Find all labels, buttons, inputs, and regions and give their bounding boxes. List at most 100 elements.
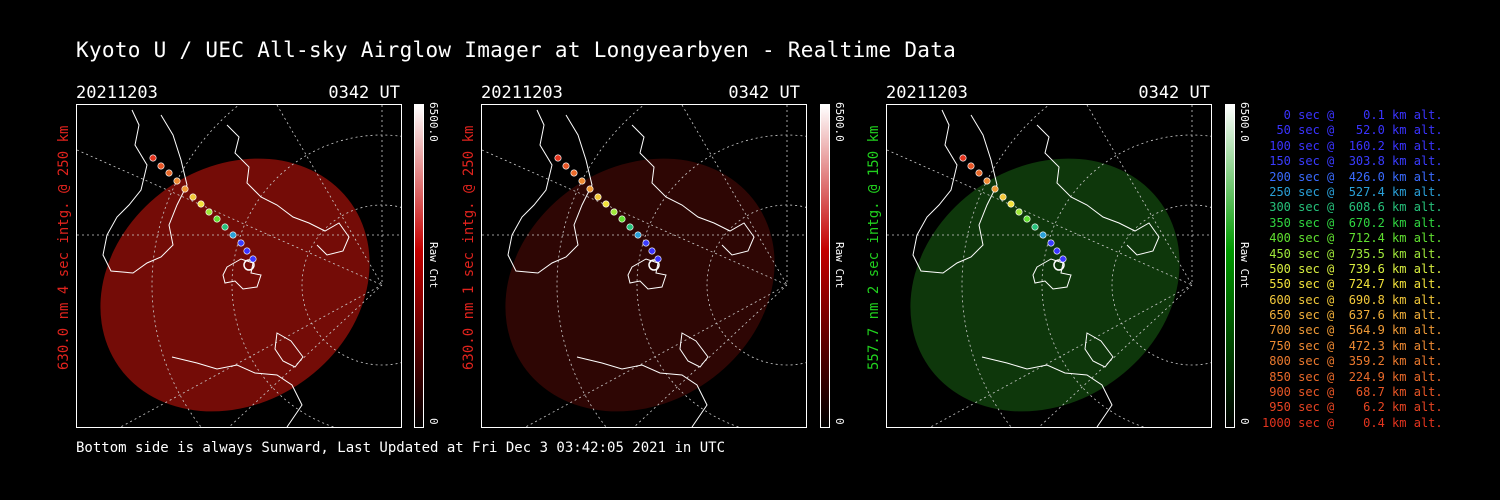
page-title: Kyoto U / UEC All-sky Airglow Imager at … (76, 38, 957, 62)
coastline (679, 332, 709, 368)
legend-item: 850 sec @ 224.9 km alt. (1262, 369, 1443, 384)
legend-item: 750 sec @ 472.3 km alt. (1262, 338, 1443, 353)
coastline (1036, 124, 1160, 256)
legend-item: 350 sec @ 670.2 km alt. (1262, 215, 1443, 230)
track-point (618, 215, 626, 223)
legend-item: 700 sec @ 564.9 km alt. (1262, 323, 1443, 338)
coastline (226, 124, 350, 256)
track-point (967, 162, 975, 170)
panel3-colorbar (1225, 104, 1235, 428)
legend-item: 100 sec @ 160.2 km alt. (1262, 138, 1443, 153)
track-point (197, 200, 205, 208)
grid-line (524, 284, 788, 427)
track-point (157, 162, 165, 170)
legend-item: 550 sec @ 724.7 km alt. (1262, 277, 1443, 292)
track-point (165, 169, 173, 177)
track-point (626, 223, 634, 231)
coastline (171, 356, 303, 427)
track-point (570, 169, 578, 177)
coastline (1032, 258, 1072, 290)
panel2-colorbar (820, 104, 830, 428)
grid-line (929, 284, 1193, 427)
legend-item: 200 sec @ 426.0 km alt. (1262, 169, 1443, 184)
track-point (237, 239, 245, 247)
coastline (274, 332, 304, 368)
panel1-cbar-min: 0 (427, 418, 440, 425)
track-point (1059, 255, 1067, 263)
track-point (648, 247, 656, 255)
track-point (249, 255, 257, 263)
legend-item: 150 sec @ 303.8 km alt. (1262, 154, 1443, 169)
coastline (631, 124, 755, 256)
grid-line (228, 284, 383, 427)
legend-item: 0 sec @ 0.1 km alt. (1262, 108, 1443, 122)
track-point (189, 193, 197, 201)
track-point (586, 185, 594, 193)
panel2-image (481, 104, 807, 428)
track-point (991, 185, 999, 193)
track-point (1039, 231, 1047, 239)
legend-item: 650 sec @ 637.6 km alt. (1262, 308, 1443, 323)
track-point (642, 239, 650, 247)
station-marker (243, 259, 255, 271)
track-point (173, 177, 181, 185)
panel1-map (77, 105, 401, 427)
station-marker (648, 259, 660, 271)
panel2-side-label: 630.0 nm 1 sec intg. @ 250 km (461, 125, 477, 370)
track-point (149, 154, 157, 162)
coastline (222, 258, 262, 290)
legend-item: 600 sec @ 690.8 km alt. (1262, 292, 1443, 307)
track-point (975, 169, 983, 177)
track-point (634, 231, 642, 239)
legend-item: 50 sec @ 52.0 km alt. (1262, 123, 1443, 138)
grid-line (482, 149, 788, 286)
track-point (999, 193, 1007, 201)
legend-item: 500 sec @ 739.6 km alt. (1262, 261, 1443, 276)
track-point (181, 185, 189, 193)
legend-item: 250 sec @ 527.4 km alt. (1262, 184, 1443, 199)
track-point (1031, 223, 1039, 231)
legend-item: 950 sec @ 6.2 km alt. (1262, 400, 1443, 415)
legend-item: 400 sec @ 712.4 km alt. (1262, 231, 1443, 246)
grid-line (77, 149, 383, 286)
panel3-side-label: 557.7 nm 2 sec intg. @ 150 km (866, 125, 882, 370)
legend-item: 900 sec @ 68.7 km alt. (1262, 385, 1443, 400)
station-marker (1053, 259, 1065, 271)
legend-item: 1000 sec @ 0.4 km alt. (1262, 415, 1443, 430)
panel3-cbar-max: 6500.0 (1238, 102, 1251, 142)
panel1-colorbar (414, 104, 424, 428)
grid-line (1038, 284, 1193, 427)
track-point (1007, 200, 1015, 208)
legend-item: 800 sec @ 359.2 km alt. (1262, 354, 1443, 369)
footer-status: Bottom side is always Sunward, Last Upda… (76, 440, 726, 456)
track-point (1053, 247, 1061, 255)
panel1-side-label: 630.0 nm 4 sec intg. @ 250 km (56, 125, 72, 370)
track-point (229, 231, 237, 239)
panel3-time: 0342 UT (1138, 83, 1210, 103)
legend-item: 450 sec @ 735.5 km alt. (1262, 246, 1443, 261)
panel1-cbar-unit: Raw Cnt (427, 242, 440, 289)
panel1-time: 0342 UT (328, 83, 400, 103)
airglow-field (100, 158, 370, 412)
panel2-time: 0342 UT (728, 83, 800, 103)
track-point (578, 177, 586, 185)
panel2-map (482, 105, 806, 427)
track-point (221, 223, 229, 231)
panel3-cbar-unit: Raw Cnt (1238, 242, 1251, 289)
track-point (562, 162, 570, 170)
grid-line (633, 284, 788, 427)
coastline (981, 356, 1113, 427)
altitude-legend: 0 sec @ 0.1 km alt. 50 sec @ 52.0 km alt… (1262, 108, 1443, 431)
track-point (205, 208, 213, 216)
coastline (627, 258, 667, 290)
grid-line (119, 284, 383, 427)
legend-item: 300 sec @ 608.6 km alt. (1262, 200, 1443, 215)
panel3-date: 20211203 (886, 83, 968, 103)
panel2-cbar-min: 0 (833, 418, 846, 425)
track-point (983, 177, 991, 185)
track-point (213, 215, 221, 223)
grid-line (887, 149, 1193, 286)
panel1-date: 20211203 (76, 83, 158, 103)
panel2-cbar-max: 6500.0 (833, 102, 846, 142)
track-point (594, 193, 602, 201)
